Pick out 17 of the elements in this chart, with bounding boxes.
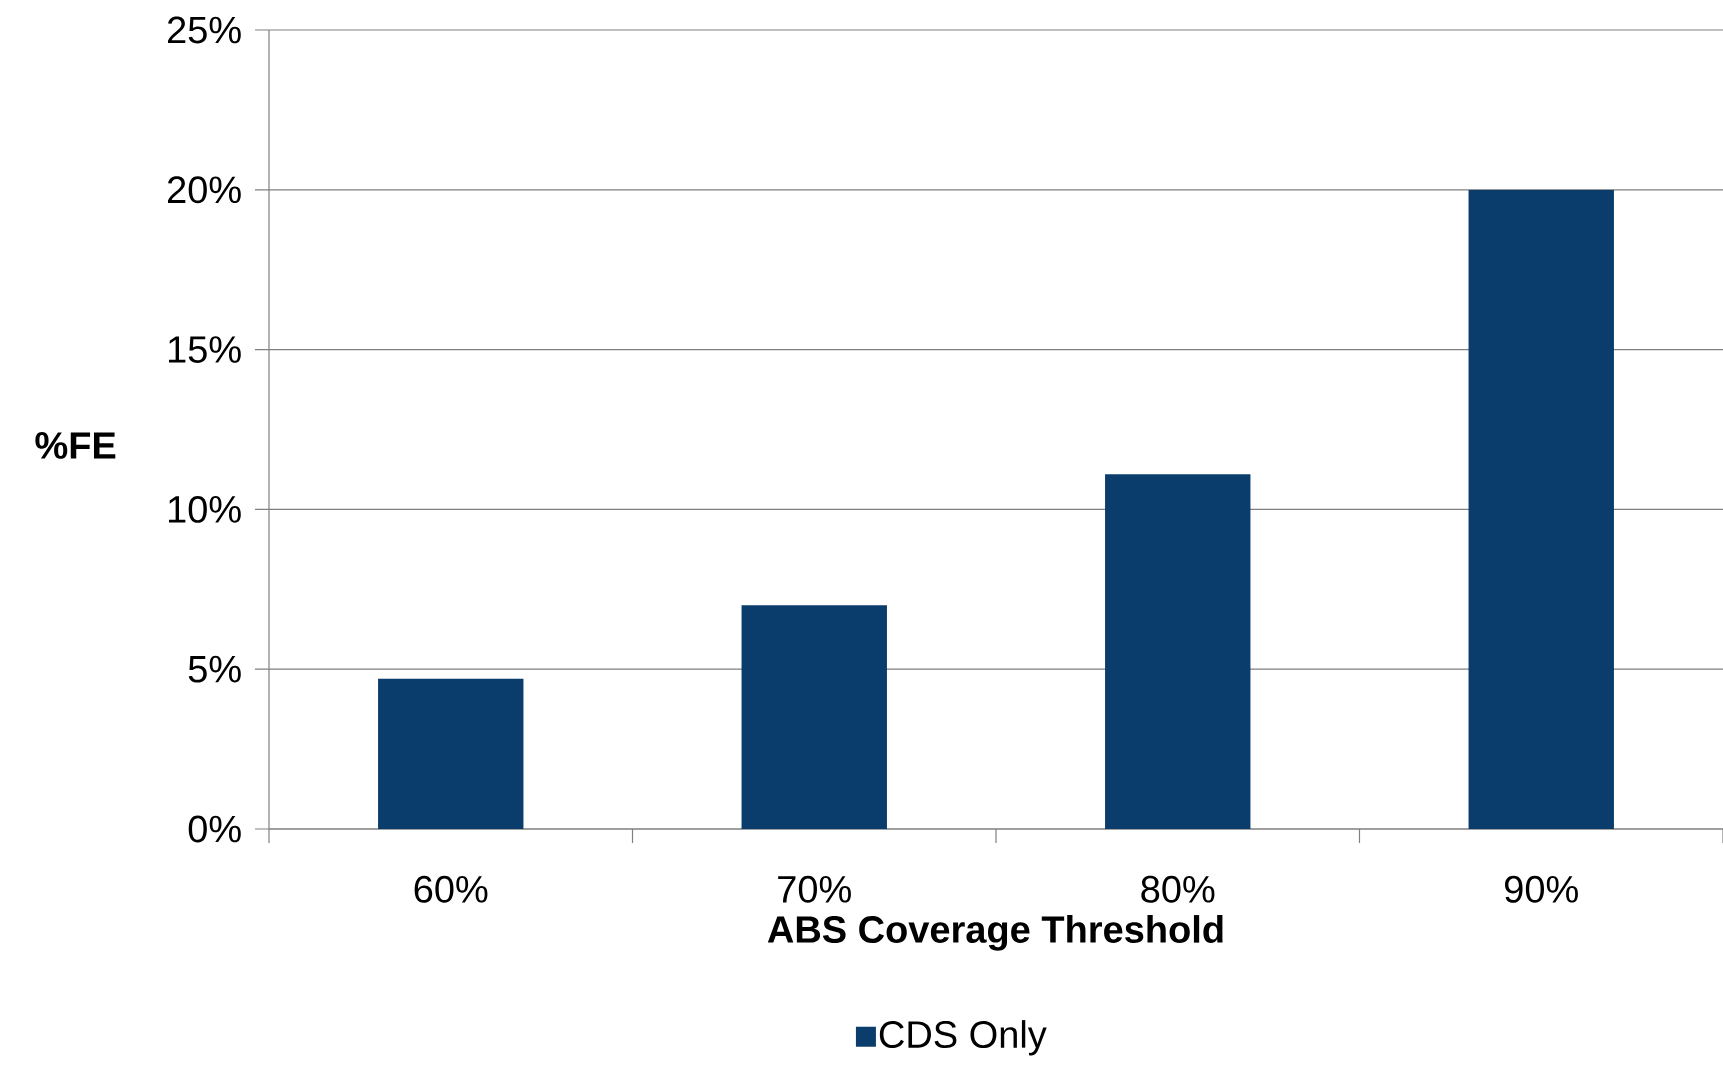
bar	[741, 605, 887, 829]
x-tick-label: 70%	[778, 875, 851, 903]
x-tick-label: 90%	[1505, 875, 1578, 903]
x-tick-label: 60%	[414, 875, 488, 903]
y-tick-label: 10%	[168, 495, 241, 523]
y-tick-label: 0%	[188, 815, 241, 843]
x-axis-title: ABS Coverage Threshold	[767, 915, 1223, 951]
x-tick-label: 80%	[1141, 875, 1215, 903]
y-tick-label: 15%	[168, 336, 241, 363]
y-tick-label: 5%	[188, 655, 241, 683]
bar	[1105, 474, 1251, 829]
y-tick-label: 25%	[167, 16, 241, 44]
y-axis-title: %FE	[35, 432, 116, 459]
bar	[378, 678, 524, 829]
legend-label: CDS Only	[879, 1020, 1047, 1056]
bar	[1468, 189, 1614, 829]
y-tick-label: 20%	[167, 176, 241, 204]
